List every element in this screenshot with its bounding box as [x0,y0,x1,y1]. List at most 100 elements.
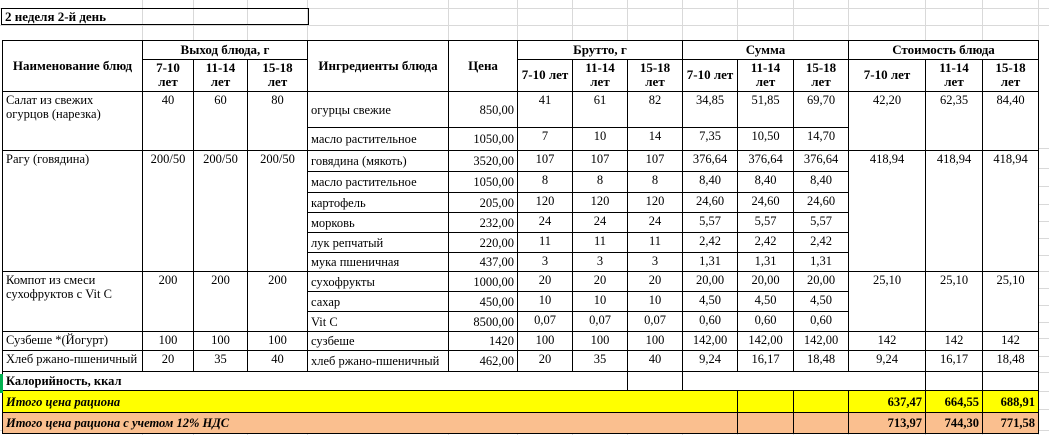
ingredient-price-cell[interactable]: 462,00 [448,350,518,372]
ingredient-cell[interactable]: картофель [307,192,449,213]
total-row-empty-cell[interactable] [793,390,849,413]
dish-name-cell[interactable]: Рагу (говядина) [2,150,143,272]
header-age-sum-2[interactable]: 15-18 лет [793,58,849,93]
gross-cell[interactable]: 0,07 [572,311,628,332]
sum-cell[interactable]: 24,60 [737,192,794,213]
gross-cell[interactable]: 120 [517,192,573,213]
sum-cell[interactable]: 4,50 [737,291,794,312]
ingredient-price-cell[interactable]: 437,00 [448,252,518,272]
sum-cell[interactable]: 142,00 [793,331,849,351]
total-row-value[interactable]: 637,47 [848,390,926,413]
gross-cell[interactable]: 11 [627,232,683,253]
header-gross-group[interactable]: Брутто, г [517,40,683,60]
dish-output-cell[interactable]: 40 [247,350,308,372]
total-row-value[interactable]: 688,91 [982,390,1039,413]
ingredient-cell[interactable]: сухофрукты [307,271,449,292]
gross-cell[interactable]: 20 [517,271,573,292]
ingredient-price-cell[interactable]: 1000,00 [448,271,518,292]
dish-output-cell[interactable]: 40 [142,91,194,151]
ingredient-cell[interactable]: сахар [307,291,449,312]
sum-cell[interactable]: 142,00 [682,331,738,351]
total-vat-row-value[interactable]: 744,30 [925,412,983,434]
total-vat-row-value[interactable]: 771,58 [982,412,1039,434]
ingredient-cell[interactable]: огурцы свежие [307,91,449,128]
gross-cell[interactable]: 3 [517,252,573,272]
ingredient-price-cell[interactable]: 1050,00 [448,127,518,151]
ingredient-cell[interactable]: говядина (мякоть) [307,150,449,172]
gross-cell[interactable]: 8 [627,171,683,193]
calories-empty-cell[interactable] [925,371,983,391]
sum-cell[interactable]: 20,00 [793,271,849,292]
dish-cost-cell[interactable]: 9,24 [848,350,926,372]
dish-name-cell[interactable]: Сузбеше *(Йогурт) [2,331,143,351]
dish-cost-cell[interactable]: 25,10 [848,271,926,332]
sum-cell[interactable]: 4,50 [793,291,849,312]
header-sum-group[interactable]: Сумма [682,40,849,60]
dish-output-cell[interactable]: 200 [193,271,248,332]
dish-name-cell[interactable]: Хлеб ржано-пшеничный [2,350,143,372]
sum-cell[interactable]: 7,35 [682,127,738,151]
ingredient-price-cell[interactable]: 850,00 [448,91,518,128]
sum-cell[interactable]: 24,60 [793,192,849,213]
ingredient-price-cell[interactable]: 220,00 [448,232,518,253]
gross-cell[interactable]: 7 [517,127,573,151]
gross-cell[interactable]: 82 [627,91,683,128]
gross-cell[interactable]: 24 [517,212,573,233]
dish-cost-cell[interactable]: 418,94 [982,150,1039,272]
sum-cell[interactable]: 1,31 [682,252,738,272]
gross-cell[interactable]: 10 [572,291,628,312]
dish-cost-cell[interactable]: 25,10 [925,271,983,332]
sum-cell[interactable]: 34,85 [682,91,738,128]
dish-cost-cell[interactable]: 42,20 [848,91,926,151]
gross-cell[interactable]: 40 [627,350,683,372]
gross-cell[interactable]: 107 [572,150,628,172]
dish-output-cell[interactable]: 100 [193,331,248,351]
ingredient-price-cell[interactable]: 1050,00 [448,171,518,193]
dish-cost-cell[interactable]: 142 [925,331,983,351]
header-output-group[interactable]: Выход блюда, г [142,40,308,60]
gross-cell[interactable]: 3 [627,252,683,272]
total-vat-row-empty-cell[interactable] [737,412,794,434]
ingredient-price-cell[interactable]: 205,00 [448,192,518,213]
header-cost-group[interactable]: Стоимость блюда [848,40,1039,60]
sum-cell[interactable]: 18,48 [793,350,849,372]
sum-cell[interactable]: 142,00 [737,331,794,351]
calories-empty-cell[interactable] [627,371,683,391]
total-vat-row-empty-cell[interactable] [793,412,849,434]
sum-cell[interactable]: 1,31 [793,252,849,272]
dish-cost-cell[interactable]: 142 [982,331,1039,351]
sum-cell[interactable]: 0,60 [682,311,738,332]
gross-cell[interactable]: 100 [572,331,628,351]
gross-cell[interactable]: 8 [517,171,573,193]
sum-cell[interactable]: 2,42 [793,232,849,253]
header-price[interactable]: Цена [448,40,518,92]
dish-output-cell[interactable]: 200 [247,271,308,332]
sum-cell[interactable]: 376,64 [737,150,794,172]
dish-cost-cell[interactable]: 84,40 [982,91,1039,151]
header-age-sum-1[interactable]: 11-14 лет [737,58,794,93]
ingredient-cell[interactable]: масло растительное [307,127,449,151]
ingredient-price-cell[interactable]: 8500,00 [448,311,518,332]
dish-output-cell[interactable]: 60 [193,91,248,151]
header-age-sum-0[interactable]: 7-10 лет [682,58,738,93]
dish-cost-cell[interactable]: 16,17 [925,350,983,372]
sum-cell[interactable]: 24,60 [682,192,738,213]
dish-cost-cell[interactable]: 418,94 [925,150,983,272]
gross-cell[interactable]: 14 [627,127,683,151]
header-age-gross-2[interactable]: 15-18 лет [627,58,683,93]
ingredient-price-cell[interactable]: 450,00 [448,291,518,312]
gross-cell[interactable]: 35 [572,350,628,372]
gross-cell[interactable]: 10 [572,127,628,151]
header-age-gross-0[interactable]: 7-10 лет [517,58,573,93]
gross-cell[interactable]: 10 [517,291,573,312]
header-age-cost-0[interactable]: 7-10 лет [848,58,926,93]
ingredient-cell[interactable]: масло растительное [307,171,449,193]
dish-output-cell[interactable]: 80 [247,91,308,151]
calories-label-cell[interactable]: Калорийность, ккал [2,371,628,391]
header-age-cost-1[interactable]: 11-14 лет [925,58,983,93]
gross-cell[interactable]: 20 [517,350,573,372]
header-age-gross-1[interactable]: 11-14 лет [572,58,628,93]
ingredient-cell[interactable]: Vit C [307,311,449,332]
header-age-cost-2[interactable]: 15-18 лет [982,58,1039,93]
gross-cell[interactable]: 100 [517,331,573,351]
